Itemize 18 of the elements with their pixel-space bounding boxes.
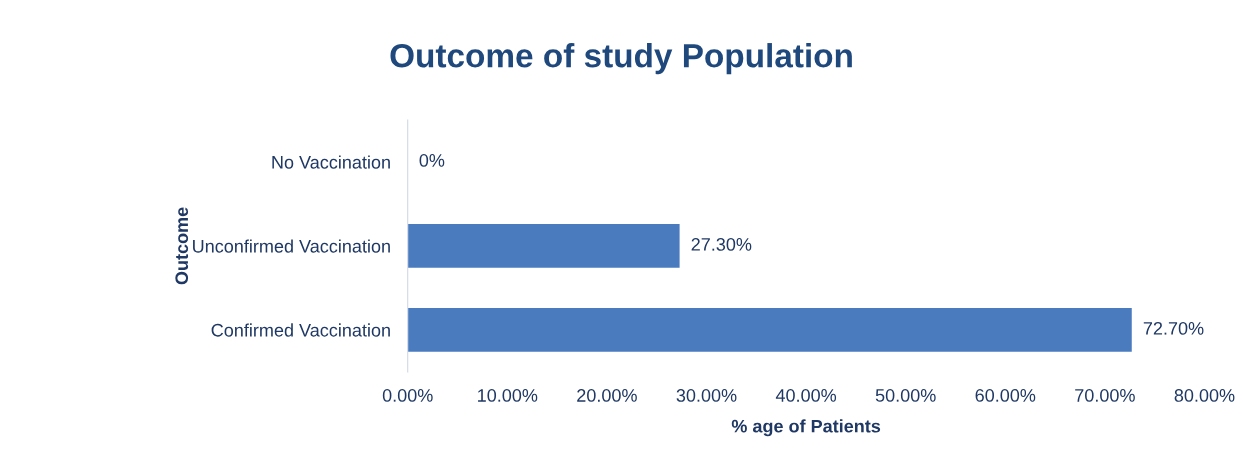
y-tick-label: Confirmed Vaccination	[211, 323, 390, 337]
data-label: 72.70%	[1143, 321, 1204, 335]
x-tick-label: 50.00%	[875, 389, 936, 402]
data-label: 27.30%	[691, 238, 752, 251]
x-tick-label: 30.00%	[676, 389, 737, 402]
x-tick-label: 40.00%	[775, 389, 837, 402]
y-tick-label: Unconfirmed Vaccination	[193, 239, 390, 253]
y-axis-title: Outcome	[175, 207, 189, 285]
x-tick-label: 70.00%	[1075, 389, 1135, 402]
x-tick-label: 60.00%	[975, 389, 1036, 402]
data-label: 0%	[419, 154, 445, 167]
y-tick-label: No Vaccination	[272, 155, 390, 169]
x-tick-label: 80.00%	[1174, 389, 1235, 402]
x-tick-label: 10.00%	[478, 389, 538, 402]
chart-title: Outcome of study Population	[390, 43, 852, 75]
x-tick-label: 20.00%	[577, 389, 637, 402]
x-tick-label: 0.00%	[382, 389, 433, 402]
x-axis-title: % age of Patients	[731, 419, 881, 437]
